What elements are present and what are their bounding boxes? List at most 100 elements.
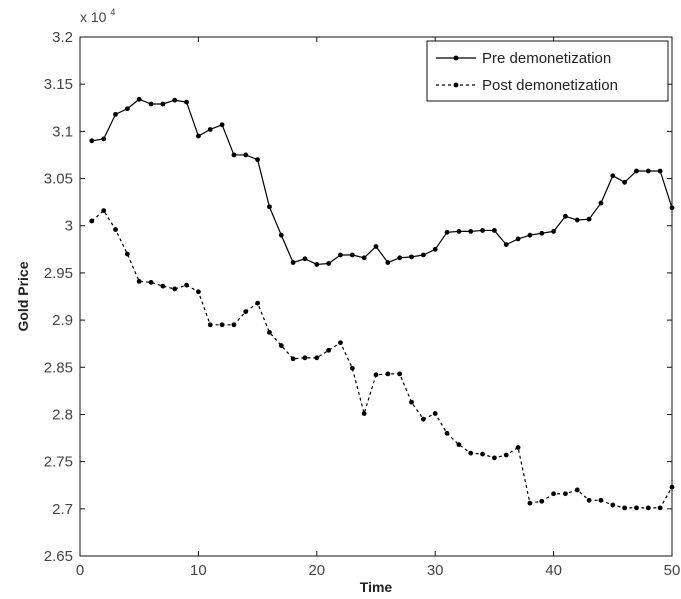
data-point-post xyxy=(361,411,367,416)
data-point-post xyxy=(622,505,628,511)
data-point-pre xyxy=(622,179,628,185)
data-point-post xyxy=(444,430,450,436)
data-point-pre xyxy=(302,256,308,262)
data-point-pre xyxy=(586,216,592,222)
data-point-post xyxy=(456,442,462,448)
legend: Pre demonetization Post demonetization xyxy=(426,40,669,102)
data-point-post xyxy=(243,309,249,314)
data-point-pre xyxy=(373,244,379,249)
data-point-pre xyxy=(148,101,154,107)
data-point-pre xyxy=(361,255,367,261)
data-point-post xyxy=(657,505,663,511)
data-point-pre xyxy=(196,133,201,139)
x-tick-label: 40 xyxy=(545,562,562,579)
data-point-post xyxy=(101,208,107,214)
data-point-pre xyxy=(136,96,142,102)
data-point-pre xyxy=(551,228,556,234)
data-point-post xyxy=(480,451,485,457)
data-point-pre xyxy=(456,228,462,234)
data-point-post xyxy=(219,322,225,328)
y-tick-label: 2.75 xyxy=(44,454,73,471)
data-point-pre xyxy=(207,127,213,132)
y-tick-label: 3.15 xyxy=(44,76,73,93)
data-point-post xyxy=(338,340,343,346)
data-point-post xyxy=(290,356,296,362)
x-axis-label: Time xyxy=(360,579,393,595)
legend-box xyxy=(426,40,669,102)
data-point-pre xyxy=(219,122,225,128)
y-tick-label: 2.7 xyxy=(52,501,73,518)
data-point-post xyxy=(420,416,426,422)
legend-marker-post xyxy=(453,82,459,88)
legend-label-post: Post demonetization xyxy=(482,77,618,94)
data-point-pre xyxy=(409,254,414,260)
y-axis-ticks: 2.65 2.7 2.75 2.8 2.85 2.9 2.95 3 3.05 3.1 3.15 3.2 xyxy=(44,29,672,565)
data-point-pre xyxy=(432,246,438,252)
data-point-post xyxy=(409,399,414,405)
data-point-pre xyxy=(314,262,320,267)
data-point-pre xyxy=(113,111,118,117)
data-point-pre xyxy=(598,200,604,206)
data-point-pre xyxy=(267,204,272,210)
data-point-post xyxy=(385,371,391,377)
data-point-pre xyxy=(255,157,260,163)
data-point-post xyxy=(503,452,509,458)
x-tick-label: 10 xyxy=(190,562,207,579)
y-tick-label: 2.9 xyxy=(52,312,73,329)
data-point-pre xyxy=(326,261,332,266)
data-point-pre xyxy=(645,168,651,174)
data-point-post xyxy=(196,289,201,295)
data-point-post xyxy=(148,279,154,285)
data-point-post xyxy=(89,218,95,224)
data-point-post xyxy=(515,445,521,450)
data-point-post xyxy=(314,355,320,361)
data-point-pre xyxy=(89,138,95,144)
data-point-post xyxy=(492,455,497,461)
data-point-pre xyxy=(124,106,130,112)
x-axis-ticks: 0 10 20 30 40 50 xyxy=(76,37,681,579)
y-tick-label: 2.95 xyxy=(44,265,73,282)
data-point-pre xyxy=(468,228,474,234)
data-point-pre xyxy=(338,252,343,258)
data-point-post xyxy=(267,329,272,335)
data-point-pre xyxy=(172,97,178,103)
data-point-post xyxy=(397,371,403,377)
data-point-post xyxy=(373,372,379,378)
y-tick-label: 3 xyxy=(65,218,73,235)
x-tick-label: 30 xyxy=(427,562,444,579)
data-point-pre xyxy=(539,230,545,236)
data-point-pre xyxy=(385,260,391,265)
data-point-post xyxy=(278,343,284,348)
data-point-post xyxy=(551,491,556,497)
data-point-post xyxy=(610,502,616,508)
data-point-post xyxy=(255,300,260,306)
data-point-post xyxy=(302,355,308,361)
legend-label-pre: Pre demonetization xyxy=(482,50,611,67)
y-tick-label: 3.05 xyxy=(44,171,73,188)
data-point-pre xyxy=(515,236,521,242)
x-tick-label: 50 xyxy=(664,562,681,579)
data-point-pre xyxy=(610,173,616,179)
series-layer xyxy=(89,96,675,511)
data-point-post xyxy=(136,279,142,284)
data-point-post xyxy=(124,251,130,257)
data-point-post xyxy=(231,322,237,328)
data-point-post xyxy=(586,497,592,503)
data-point-pre xyxy=(444,229,450,235)
data-point-pre xyxy=(160,101,166,107)
data-point-post xyxy=(172,286,178,292)
data-point-pre xyxy=(657,168,663,174)
data-point-pre xyxy=(480,228,485,233)
data-point-pre xyxy=(243,152,249,158)
data-point-pre xyxy=(634,168,639,174)
data-point-pre xyxy=(184,99,189,105)
data-point-post xyxy=(468,450,474,456)
data-point-post xyxy=(563,491,568,497)
data-point-post xyxy=(634,505,639,511)
data-point-post xyxy=(184,282,189,288)
data-point-post xyxy=(113,227,118,232)
y-tick-label: 2.85 xyxy=(44,359,73,376)
data-point-pre xyxy=(503,242,509,248)
